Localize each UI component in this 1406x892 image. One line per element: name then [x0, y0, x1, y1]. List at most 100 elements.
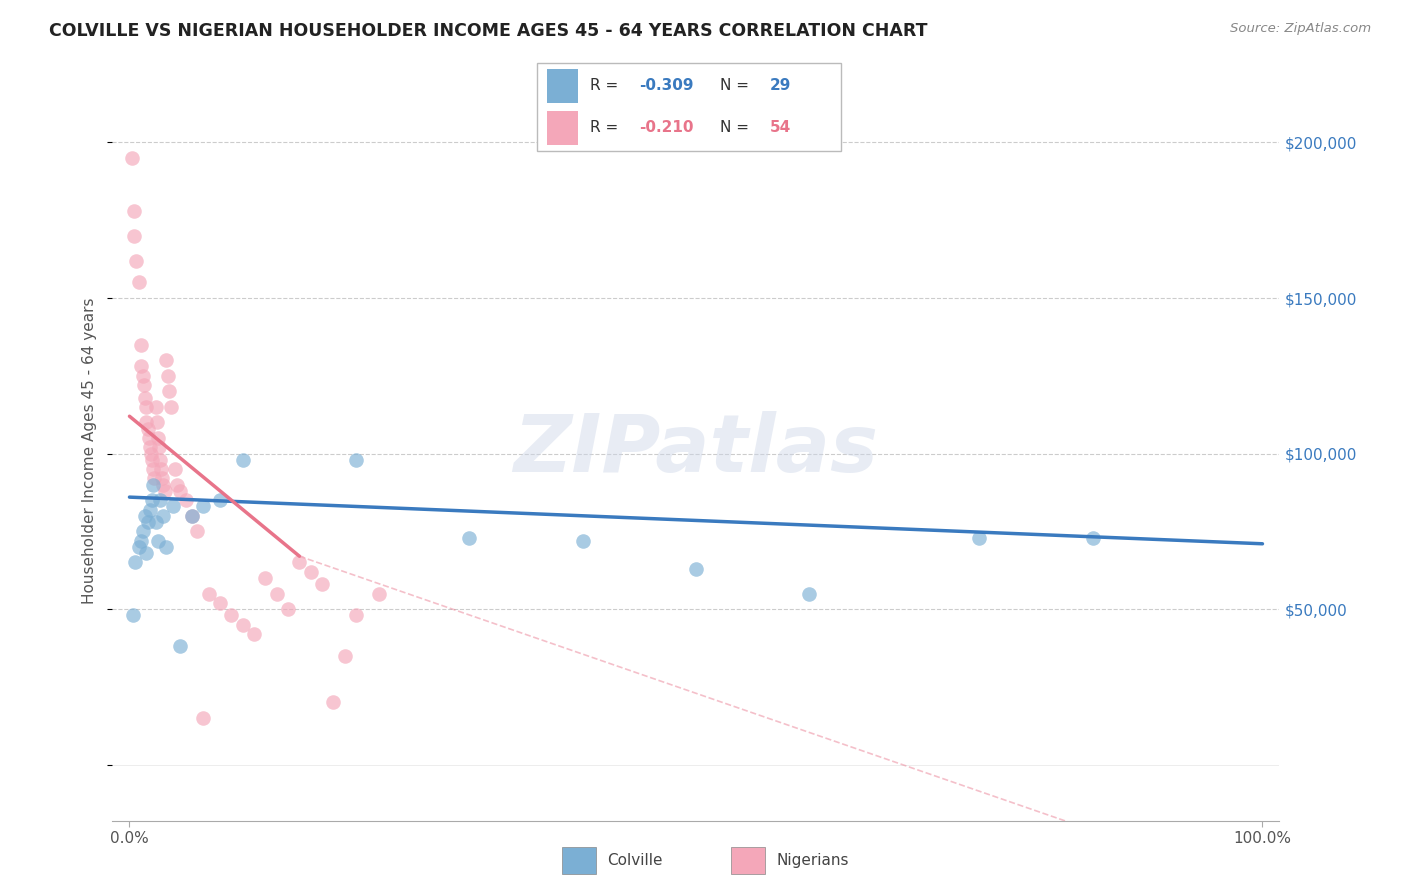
Point — [122, 228, 145, 243]
Point — [967, 531, 990, 545]
Text: R =: R = — [591, 78, 623, 93]
Point — [145, 416, 167, 430]
Point — [135, 546, 157, 560]
Point — [128, 276, 150, 290]
Point — [367, 586, 389, 600]
Y-axis label: Householder Income Ages 45 - 64 years: Householder Income Ages 45 - 64 years — [82, 297, 97, 604]
Point — [169, 483, 191, 498]
Point — [299, 565, 322, 579]
Point — [129, 359, 152, 374]
Point — [129, 533, 152, 548]
Point — [191, 711, 214, 725]
Text: Colville: Colville — [607, 854, 662, 868]
Point — [142, 477, 165, 491]
Point — [136, 515, 159, 529]
Point — [186, 524, 208, 539]
Point — [344, 608, 367, 623]
Point — [149, 493, 172, 508]
Point — [209, 493, 232, 508]
Point — [138, 431, 160, 445]
Point — [191, 500, 214, 514]
Point — [1081, 531, 1104, 545]
Point — [139, 446, 162, 460]
Point — [149, 452, 172, 467]
Point — [266, 586, 288, 600]
Point — [121, 151, 143, 165]
Point — [344, 452, 367, 467]
Point — [160, 400, 183, 414]
Text: COLVILLE VS NIGERIAN HOUSEHOLDER INCOME AGES 45 - 64 YEARS CORRELATION CHART: COLVILLE VS NIGERIAN HOUSEHOLDER INCOME … — [49, 22, 928, 40]
Point — [243, 627, 266, 641]
Point — [197, 586, 219, 600]
Point — [685, 562, 707, 576]
Point — [333, 648, 356, 663]
Point — [155, 353, 177, 368]
Point — [221, 608, 243, 623]
Point — [150, 462, 173, 476]
Point — [136, 422, 159, 436]
Bar — [547, 69, 578, 103]
Point — [169, 640, 191, 654]
Point — [124, 556, 146, 570]
Point — [145, 400, 167, 414]
Bar — [547, 111, 578, 145]
Point — [458, 531, 481, 545]
Point — [152, 477, 174, 491]
Bar — [562, 847, 596, 874]
Bar — [731, 847, 765, 874]
Point — [129, 337, 152, 351]
Point — [135, 416, 157, 430]
Point — [232, 452, 254, 467]
Point — [277, 602, 299, 616]
Point — [157, 384, 180, 399]
Text: Source: ZipAtlas.com: Source: ZipAtlas.com — [1230, 22, 1371, 36]
Point — [141, 493, 163, 508]
Text: N =: N = — [720, 120, 754, 135]
Point — [311, 577, 333, 591]
Text: 29: 29 — [769, 78, 790, 93]
Point — [139, 441, 162, 455]
Point — [122, 608, 145, 623]
Point — [125, 253, 148, 268]
Point — [180, 508, 202, 523]
Point — [139, 502, 162, 516]
Point — [148, 441, 170, 455]
Text: Nigerians: Nigerians — [776, 854, 849, 868]
Point — [156, 368, 179, 383]
Point — [122, 203, 145, 218]
Point — [142, 462, 165, 476]
Point — [288, 556, 311, 570]
Point — [254, 571, 277, 585]
Text: N =: N = — [720, 78, 754, 93]
Point — [150, 471, 173, 485]
Text: -0.210: -0.210 — [640, 120, 695, 135]
Point — [153, 483, 176, 498]
Point — [134, 508, 156, 523]
Text: ZIPatlas: ZIPatlas — [513, 411, 879, 490]
Point — [145, 515, 167, 529]
Point — [132, 524, 155, 539]
Point — [166, 477, 188, 491]
Point — [180, 508, 202, 523]
Point — [134, 378, 156, 392]
Point — [799, 586, 821, 600]
Point — [155, 540, 177, 554]
Point — [209, 596, 232, 610]
Point — [162, 500, 184, 514]
Point — [134, 391, 156, 405]
Point — [174, 493, 197, 508]
FancyBboxPatch shape — [537, 63, 841, 151]
Point — [571, 533, 593, 548]
Point — [132, 368, 155, 383]
Point — [135, 400, 157, 414]
Text: -0.309: -0.309 — [640, 78, 695, 93]
Point — [143, 471, 166, 485]
Point — [322, 695, 344, 709]
Point — [152, 508, 174, 523]
Point — [232, 617, 254, 632]
Text: 54: 54 — [769, 120, 790, 135]
Point — [146, 533, 169, 548]
Point — [141, 452, 163, 467]
Point — [163, 462, 186, 476]
Point — [128, 540, 150, 554]
